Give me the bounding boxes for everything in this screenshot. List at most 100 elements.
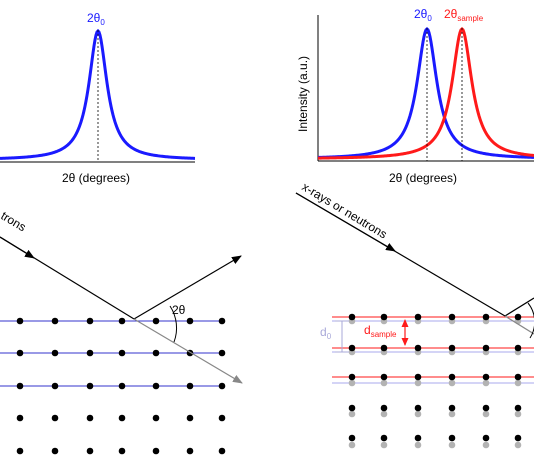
sample-atom [514,313,522,321]
reference-atom [448,441,456,449]
lattice-atom [118,447,126,455]
dsample-label: dsample [364,323,397,339]
reference-atom [348,379,356,387]
sample-atom [514,434,522,442]
reference-atom [514,441,522,449]
lattice-atom [186,414,194,422]
sample-atom [380,344,388,352]
sample-atom [514,373,522,381]
lattice-atom [186,447,194,455]
reference-atom [448,410,456,418]
lattice-atom [118,382,126,390]
sample-atom [482,344,490,352]
right-reference-peak-label: 2θ0 [414,7,432,23]
lattice-atom [86,447,94,455]
sample-atom [482,404,490,412]
sample-atom [348,344,356,352]
lattice-atom [218,414,226,422]
left-reference-peak-curve [0,28,196,160]
sample-atom [448,313,456,321]
reference-atom [482,410,490,418]
left-peak-plot: 2θ0 2θ (degrees) [0,11,196,185]
reference-atom [414,441,422,449]
reference-atom [514,379,522,387]
lattice-atom [152,382,160,390]
sample-atom [348,373,356,381]
sample-atom [348,404,356,412]
reference-atom [348,441,356,449]
sample-atom [380,404,388,412]
sample-atom [348,313,356,321]
left-incident-arrowhead [0,236,35,259]
lattice-atom [118,349,126,357]
sample-atom [448,373,456,381]
lattice-atom [16,414,24,422]
lattice-atom [152,414,160,422]
lattice-atom [51,447,59,455]
reference-atom [380,379,388,387]
reference-atom [380,441,388,449]
left-angle-label: 2θ [172,303,186,317]
reference-atom [448,379,456,387]
right-angle-arc [527,302,534,339]
sample-atom [414,313,422,321]
lattice-atom [218,447,226,455]
lattice-atom [51,414,59,422]
left-diffracted-beam [133,255,242,320]
reference-atom [380,410,388,418]
sample-atom [380,373,388,381]
lattice-atom [118,317,126,325]
sample-atom [448,344,456,352]
left-angle-arc [169,305,178,343]
sample-atom [514,344,522,352]
lattice-atom [51,317,59,325]
right-diffracted-beam [504,297,534,317]
reference-atom [482,441,490,449]
sample-atom [414,404,422,412]
left-beam-label: trons [0,209,29,235]
d0-label: d0 [320,325,332,341]
lattice-atom [51,349,59,357]
left-peak-label: 2θ0 [87,11,105,27]
right-sample-peak-curve [317,26,534,160]
sample-atom [482,373,490,381]
sample-atom [448,434,456,442]
sample-atom [380,313,388,321]
sample-atom [482,434,490,442]
lattice-atom [118,414,126,422]
reference-atom [414,410,422,418]
right-reference-peak-curve [317,26,534,159]
lattice-atom [186,382,194,390]
right-peak-plot: 2θ0 2θsample Intensity (a.u.) 2θ (degree… [296,7,534,185]
lattice-atom [51,382,59,390]
d0-bracket [335,320,349,353]
sample-atom [414,344,422,352]
sample-atom [448,404,456,412]
reference-atom [482,379,490,387]
left-lattice-diagram: 2θ trons [0,209,243,455]
right-x-axis-label: 2θ (degrees) [389,171,457,185]
right-atom-grid [348,313,522,449]
lattice-atom [86,317,94,325]
left-x-axis-label: 2θ (degrees) [62,171,130,185]
sample-atom [514,404,522,412]
sample-atom [414,434,422,442]
lattice-atom [16,349,24,357]
reference-atom [348,410,356,418]
lattice-atom [86,382,94,390]
right-lattice-diagram: d0 dsample x-rays or neutrons [295,180,534,449]
right-incident-arrowhead [295,192,396,252]
lattice-atom [218,349,226,357]
sample-atom [482,313,490,321]
lattice-atom [152,349,160,357]
right-transmitted-beam [504,315,534,335]
right-sample-planes [332,316,534,378]
lattice-atom [16,317,24,325]
lattice-atom [152,317,160,325]
lattice-atom [152,447,160,455]
lattice-atom [16,447,24,455]
right-y-axis-label: Intensity (a.u.) [296,56,310,132]
right-reference-planes [332,320,534,384]
reference-atom [414,379,422,387]
